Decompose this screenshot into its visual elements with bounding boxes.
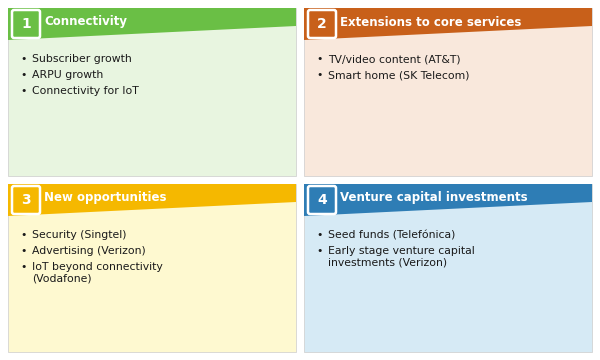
Text: •: • bbox=[316, 70, 322, 80]
Text: ARPU growth: ARPU growth bbox=[32, 70, 103, 80]
Text: IoT beyond connectivity
(Vodafone): IoT beyond connectivity (Vodafone) bbox=[32, 262, 163, 284]
Text: Early stage venture capital
investments (Verizon): Early stage venture capital investments … bbox=[328, 246, 475, 267]
Text: TV/video content (AT&T): TV/video content (AT&T) bbox=[328, 54, 461, 64]
Polygon shape bbox=[304, 8, 592, 40]
Text: Security (Singtel): Security (Singtel) bbox=[32, 230, 127, 240]
Text: •: • bbox=[20, 70, 26, 80]
FancyBboxPatch shape bbox=[12, 10, 40, 38]
Text: •: • bbox=[20, 246, 26, 256]
Text: 4: 4 bbox=[317, 193, 327, 207]
FancyBboxPatch shape bbox=[304, 184, 592, 352]
Text: 2: 2 bbox=[317, 17, 327, 31]
FancyBboxPatch shape bbox=[308, 10, 336, 38]
FancyBboxPatch shape bbox=[8, 184, 296, 352]
Text: •: • bbox=[20, 86, 26, 96]
Text: Connectivity for IoT: Connectivity for IoT bbox=[32, 86, 139, 96]
Text: Connectivity: Connectivity bbox=[44, 15, 127, 28]
Text: •: • bbox=[20, 230, 26, 240]
FancyBboxPatch shape bbox=[12, 186, 40, 214]
Text: •: • bbox=[316, 54, 322, 64]
Polygon shape bbox=[304, 184, 592, 216]
Polygon shape bbox=[8, 184, 296, 216]
Text: Seed funds (Telefónica): Seed funds (Telefónica) bbox=[328, 230, 455, 240]
FancyBboxPatch shape bbox=[308, 186, 336, 214]
Text: Smart home (SK Telecom): Smart home (SK Telecom) bbox=[328, 70, 470, 80]
Text: 1: 1 bbox=[21, 17, 31, 31]
Text: Advertising (Verizon): Advertising (Verizon) bbox=[32, 246, 146, 256]
Text: •: • bbox=[316, 246, 322, 256]
Text: Extensions to core services: Extensions to core services bbox=[340, 15, 521, 28]
FancyBboxPatch shape bbox=[8, 8, 296, 176]
Text: •: • bbox=[316, 230, 322, 240]
Text: Subscriber growth: Subscriber growth bbox=[32, 54, 132, 64]
Text: New opportunities: New opportunities bbox=[44, 192, 167, 204]
Text: Venture capital investments: Venture capital investments bbox=[340, 192, 527, 204]
Text: •: • bbox=[20, 262, 26, 272]
Polygon shape bbox=[8, 8, 296, 40]
FancyBboxPatch shape bbox=[304, 8, 592, 176]
Text: 3: 3 bbox=[21, 193, 31, 207]
Text: •: • bbox=[20, 54, 26, 64]
